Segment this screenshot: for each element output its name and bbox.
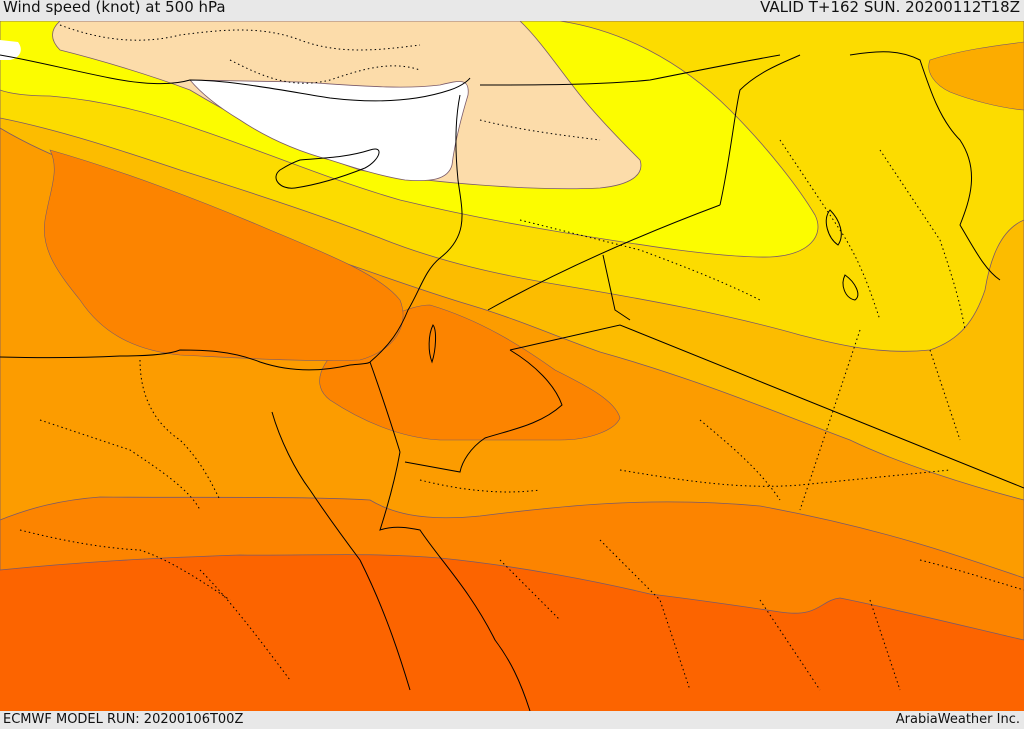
band-amber-ne xyxy=(928,41,1024,111)
footer-bar: ECMWF MODEL RUN: 20200106T00Z ArabiaWeat… xyxy=(0,711,1024,729)
map-svg xyxy=(0,21,1024,711)
header-bar: Wind speed (knot) at 500 hPa VALID T+162… xyxy=(0,0,1024,21)
valid-time: VALID T+162 SUN. 20200112T18Z xyxy=(760,0,1020,16)
band-white-nw xyxy=(0,40,21,60)
band-white xyxy=(189,79,469,182)
coastlines xyxy=(0,51,1024,711)
band-orange-west xyxy=(43,149,404,361)
admin-borders xyxy=(19,24,1024,691)
model-run-label: ECMWF MODEL RUN: 20200106T00Z xyxy=(3,712,244,727)
credit-label: ArabiaWeather Inc. xyxy=(895,712,1020,727)
map-title: Wind speed (knot) at 500 hPa xyxy=(3,0,226,16)
wind-speed-map xyxy=(0,21,1024,711)
